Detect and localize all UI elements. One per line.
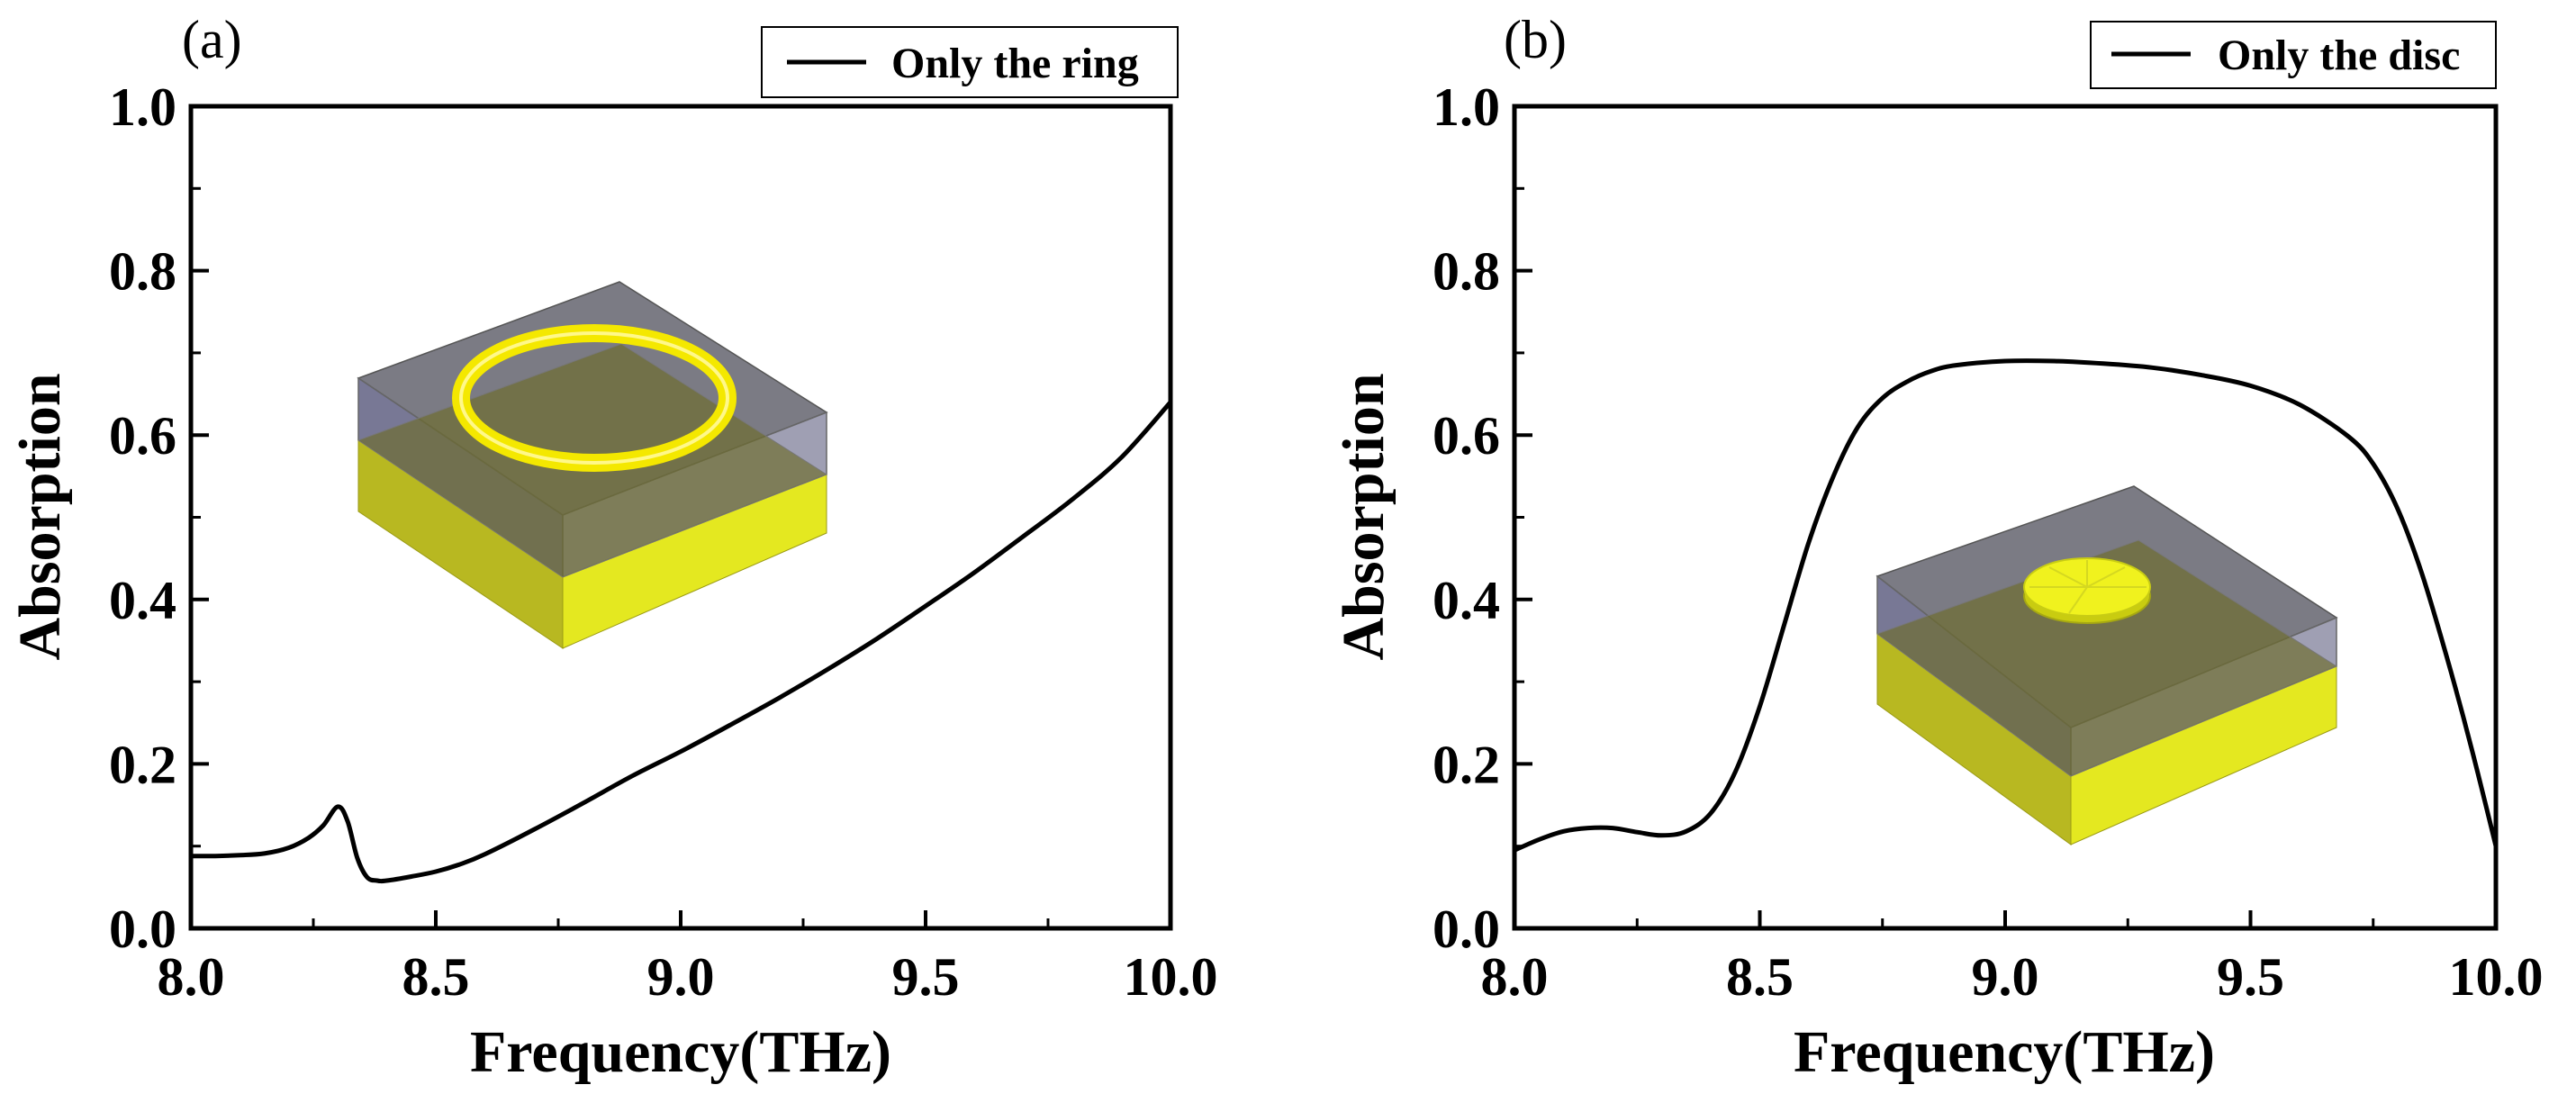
y-tick-label: 0.4 bbox=[1433, 571, 1500, 630]
y-tick-label: 0.8 bbox=[1433, 242, 1500, 302]
ring-structure-inset bbox=[357, 281, 828, 649]
x-tick-label: 9.5 bbox=[892, 947, 960, 1007]
disc-structure-inset bbox=[1876, 485, 2338, 845]
x-tick-labels-a: 8.0 8.5 9.0 9.5 10.0 bbox=[158, 947, 1218, 1007]
legend-b: Only the disc bbox=[2090, 21, 2497, 89]
plot-frame-b bbox=[1512, 104, 2499, 931]
axis-ticks-b bbox=[1513, 104, 2498, 930]
x-tick-label: 9.0 bbox=[1972, 947, 2039, 1007]
y-tick-labels-a: 0.0 0.2 0.4 0.6 0.8 1.0 bbox=[109, 77, 176, 959]
legend-a: Only the ring bbox=[761, 26, 1179, 98]
y-tick-label: 0.2 bbox=[109, 735, 176, 794]
x-tick-label: 8.0 bbox=[1481, 947, 1549, 1007]
panel-b-disc: (b) 8.0 8.5 9.0 9.5 10.0 0.0 0.2 0.4 0.6 0.8 bbox=[1331, 10, 2544, 1085]
legend-label-a: Only the ring bbox=[891, 40, 1139, 87]
x-tick-label: 9.5 bbox=[2217, 947, 2284, 1007]
y-tick-label: 0.6 bbox=[1433, 406, 1500, 466]
x-tick-label: 10.0 bbox=[2449, 947, 2544, 1007]
y-tick-label: 1.0 bbox=[109, 77, 176, 137]
panel-a-ring: (a) 8.0 8.5 9.0 9.5 10.0 0.00.20.40.60.81.0 … bbox=[7, 10, 1218, 1085]
y-axis-title-a: Absorption bbox=[7, 373, 73, 660]
legend-label-b: Only the disc bbox=[2218, 32, 2460, 79]
y-tick-label: 1.0 bbox=[1433, 77, 1500, 137]
y-tick-label: 0.4 bbox=[109, 571, 176, 630]
axis-ticks-a bbox=[189, 104, 1172, 930]
x-tick-label: 10.0 bbox=[1124, 947, 1218, 1007]
x-tick-labels-b: 8.0 8.5 9.0 9.5 10.0 bbox=[1481, 947, 2544, 1007]
x-tick-label: 8.0 bbox=[158, 947, 225, 1007]
y-axis-title-b: Absorption bbox=[1331, 373, 1396, 660]
x-tick-label: 8.5 bbox=[1726, 947, 1794, 1007]
series-line-only-the-ring bbox=[191, 401, 1170, 884]
y-tick-label: 0.0 bbox=[109, 900, 176, 959]
panel-label-a: (a) bbox=[182, 10, 242, 69]
x-axis-title-a: Frequency(THz) bbox=[470, 1019, 891, 1085]
y-tick-labels-b: 0.0 0.2 0.4 0.6 0.8 1.0 bbox=[1433, 77, 1500, 959]
y-tick-label: 0.0 bbox=[1433, 900, 1500, 959]
x-axis-title-b: Frequency(THz) bbox=[1794, 1019, 2215, 1085]
y-tick-label: 0.6 bbox=[109, 406, 176, 466]
panel-label-b: (b) bbox=[1504, 10, 1567, 69]
x-tick-label: 8.5 bbox=[402, 947, 470, 1007]
x-tick-label: 9.0 bbox=[647, 947, 715, 1007]
y-tick-label: 0.2 bbox=[1433, 735, 1500, 794]
series-line-only-the-disc bbox=[1514, 358, 2496, 853]
y-tick-label: 0.8 bbox=[109, 242, 176, 302]
